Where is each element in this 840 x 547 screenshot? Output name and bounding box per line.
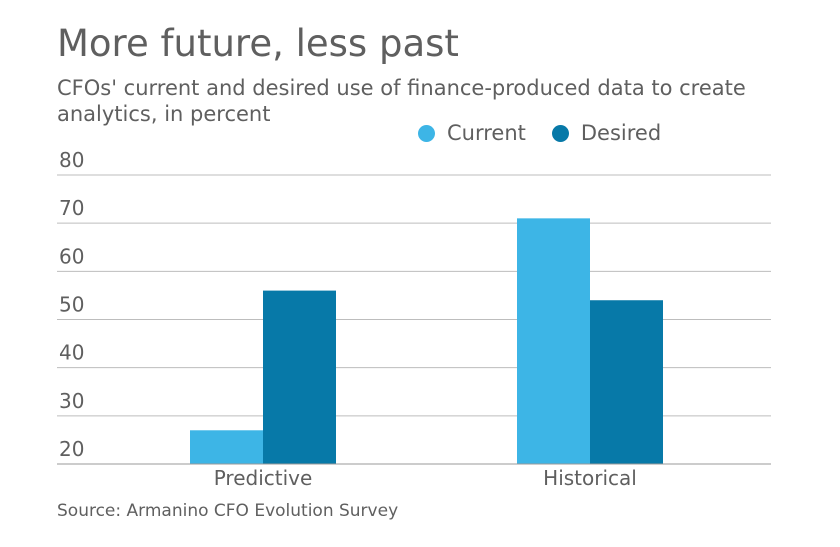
legend-swatch-desired xyxy=(551,124,569,142)
legend-item-desired: Desired xyxy=(551,121,662,145)
bar-predictive-current xyxy=(190,430,263,464)
legend-label-desired: Desired xyxy=(580,121,662,145)
chart-subtitle: CFOs' current and desired use of finance… xyxy=(57,76,746,126)
bar-historical-current xyxy=(517,218,590,464)
bar-predictive-desired xyxy=(263,290,336,464)
y-tick-label: 60 xyxy=(59,244,84,268)
chart-title: More future, less past xyxy=(57,22,459,65)
legend-swatch-current xyxy=(418,124,435,142)
source-note: Source: Armanino CFO Evolution Survey xyxy=(57,501,399,521)
bar-historical-desired xyxy=(590,300,663,464)
legend: Current Desired xyxy=(418,121,687,145)
y-tick-label: 20 xyxy=(59,437,84,461)
legend-label-current: Current xyxy=(447,121,526,145)
y-tick-label: 70 xyxy=(59,196,84,220)
x-category-label: Predictive xyxy=(214,466,313,490)
y-tick-label: 40 xyxy=(59,341,84,365)
y-tick-label: 50 xyxy=(59,293,84,317)
x-category-label: Historical xyxy=(543,466,637,490)
legend-item-current: Current xyxy=(418,121,526,145)
y-tick-label: 30 xyxy=(59,389,84,413)
y-tick-label: 80 xyxy=(59,148,84,172)
